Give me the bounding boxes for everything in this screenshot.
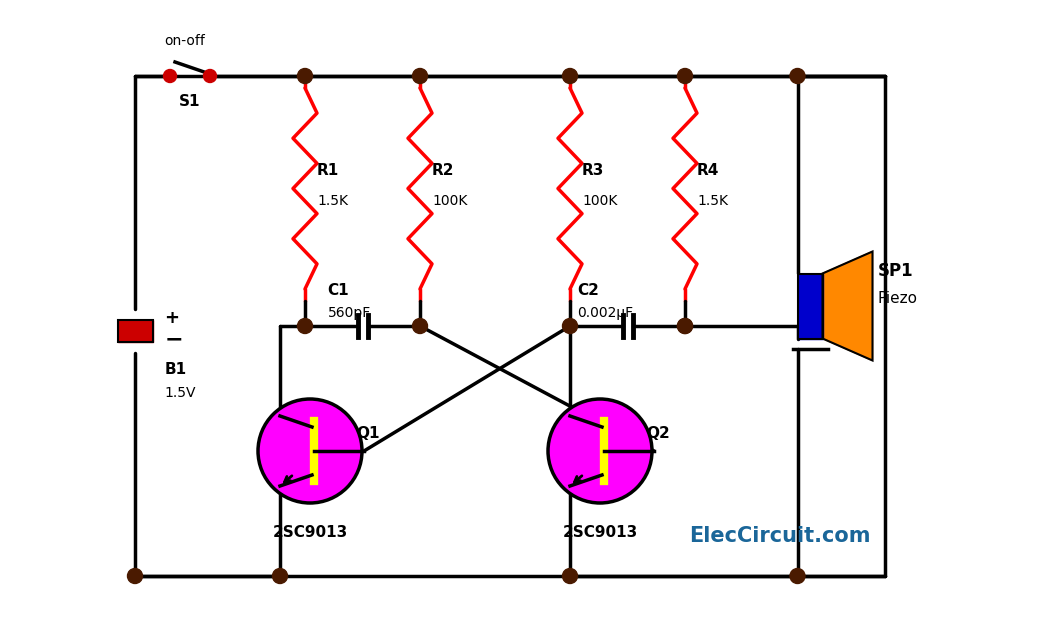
Text: on-off: on-off [165, 34, 206, 48]
Text: C1: C1 [327, 283, 350, 298]
Bar [797, 273, 823, 338]
Text: 1.5K: 1.5K [317, 194, 348, 208]
Circle shape [548, 399, 652, 503]
Text: +: + [165, 309, 180, 327]
Text: 0.002μF: 0.002μF [578, 306, 634, 320]
Text: R1: R1 [317, 163, 339, 178]
Circle shape [298, 69, 313, 83]
Text: 1.5V: 1.5V [165, 386, 196, 400]
Circle shape [563, 319, 578, 334]
Circle shape [258, 399, 362, 503]
Text: C2: C2 [578, 283, 600, 298]
Text: 560pF: 560pF [327, 306, 371, 320]
Circle shape [678, 69, 693, 83]
Circle shape [164, 69, 176, 83]
Text: S1: S1 [180, 94, 201, 109]
Text: −: − [165, 329, 183, 349]
Text: R2: R2 [432, 163, 454, 178]
Text: B1: B1 [165, 362, 187, 377]
Text: 100K: 100K [582, 194, 618, 208]
Bar [797, 273, 823, 338]
Circle shape [563, 569, 578, 584]
Text: SP1: SP1 [878, 262, 913, 280]
Circle shape [790, 69, 805, 83]
Text: Q1: Q1 [356, 425, 379, 440]
Circle shape [204, 69, 216, 83]
Circle shape [272, 569, 287, 584]
Bar [117, 320, 152, 342]
Text: 1.5K: 1.5K [697, 194, 728, 208]
Polygon shape [823, 252, 872, 360]
Text: R3: R3 [582, 163, 604, 178]
Text: R4: R4 [697, 163, 719, 178]
Circle shape [413, 69, 428, 83]
Text: ElecCircuit.com: ElecCircuit.com [690, 526, 871, 546]
Circle shape [413, 319, 428, 334]
Bar [117, 320, 152, 342]
Text: 100K: 100K [432, 194, 468, 208]
Circle shape [128, 569, 143, 584]
Circle shape [563, 69, 578, 83]
Circle shape [298, 319, 313, 334]
Text: Piezo: Piezo [878, 290, 918, 305]
Text: 2SC9013: 2SC9013 [272, 525, 347, 540]
Circle shape [790, 569, 805, 584]
Text: Q2: Q2 [646, 425, 670, 440]
Circle shape [678, 319, 693, 334]
Text: 2SC9013: 2SC9013 [563, 525, 638, 540]
Circle shape [678, 319, 693, 334]
